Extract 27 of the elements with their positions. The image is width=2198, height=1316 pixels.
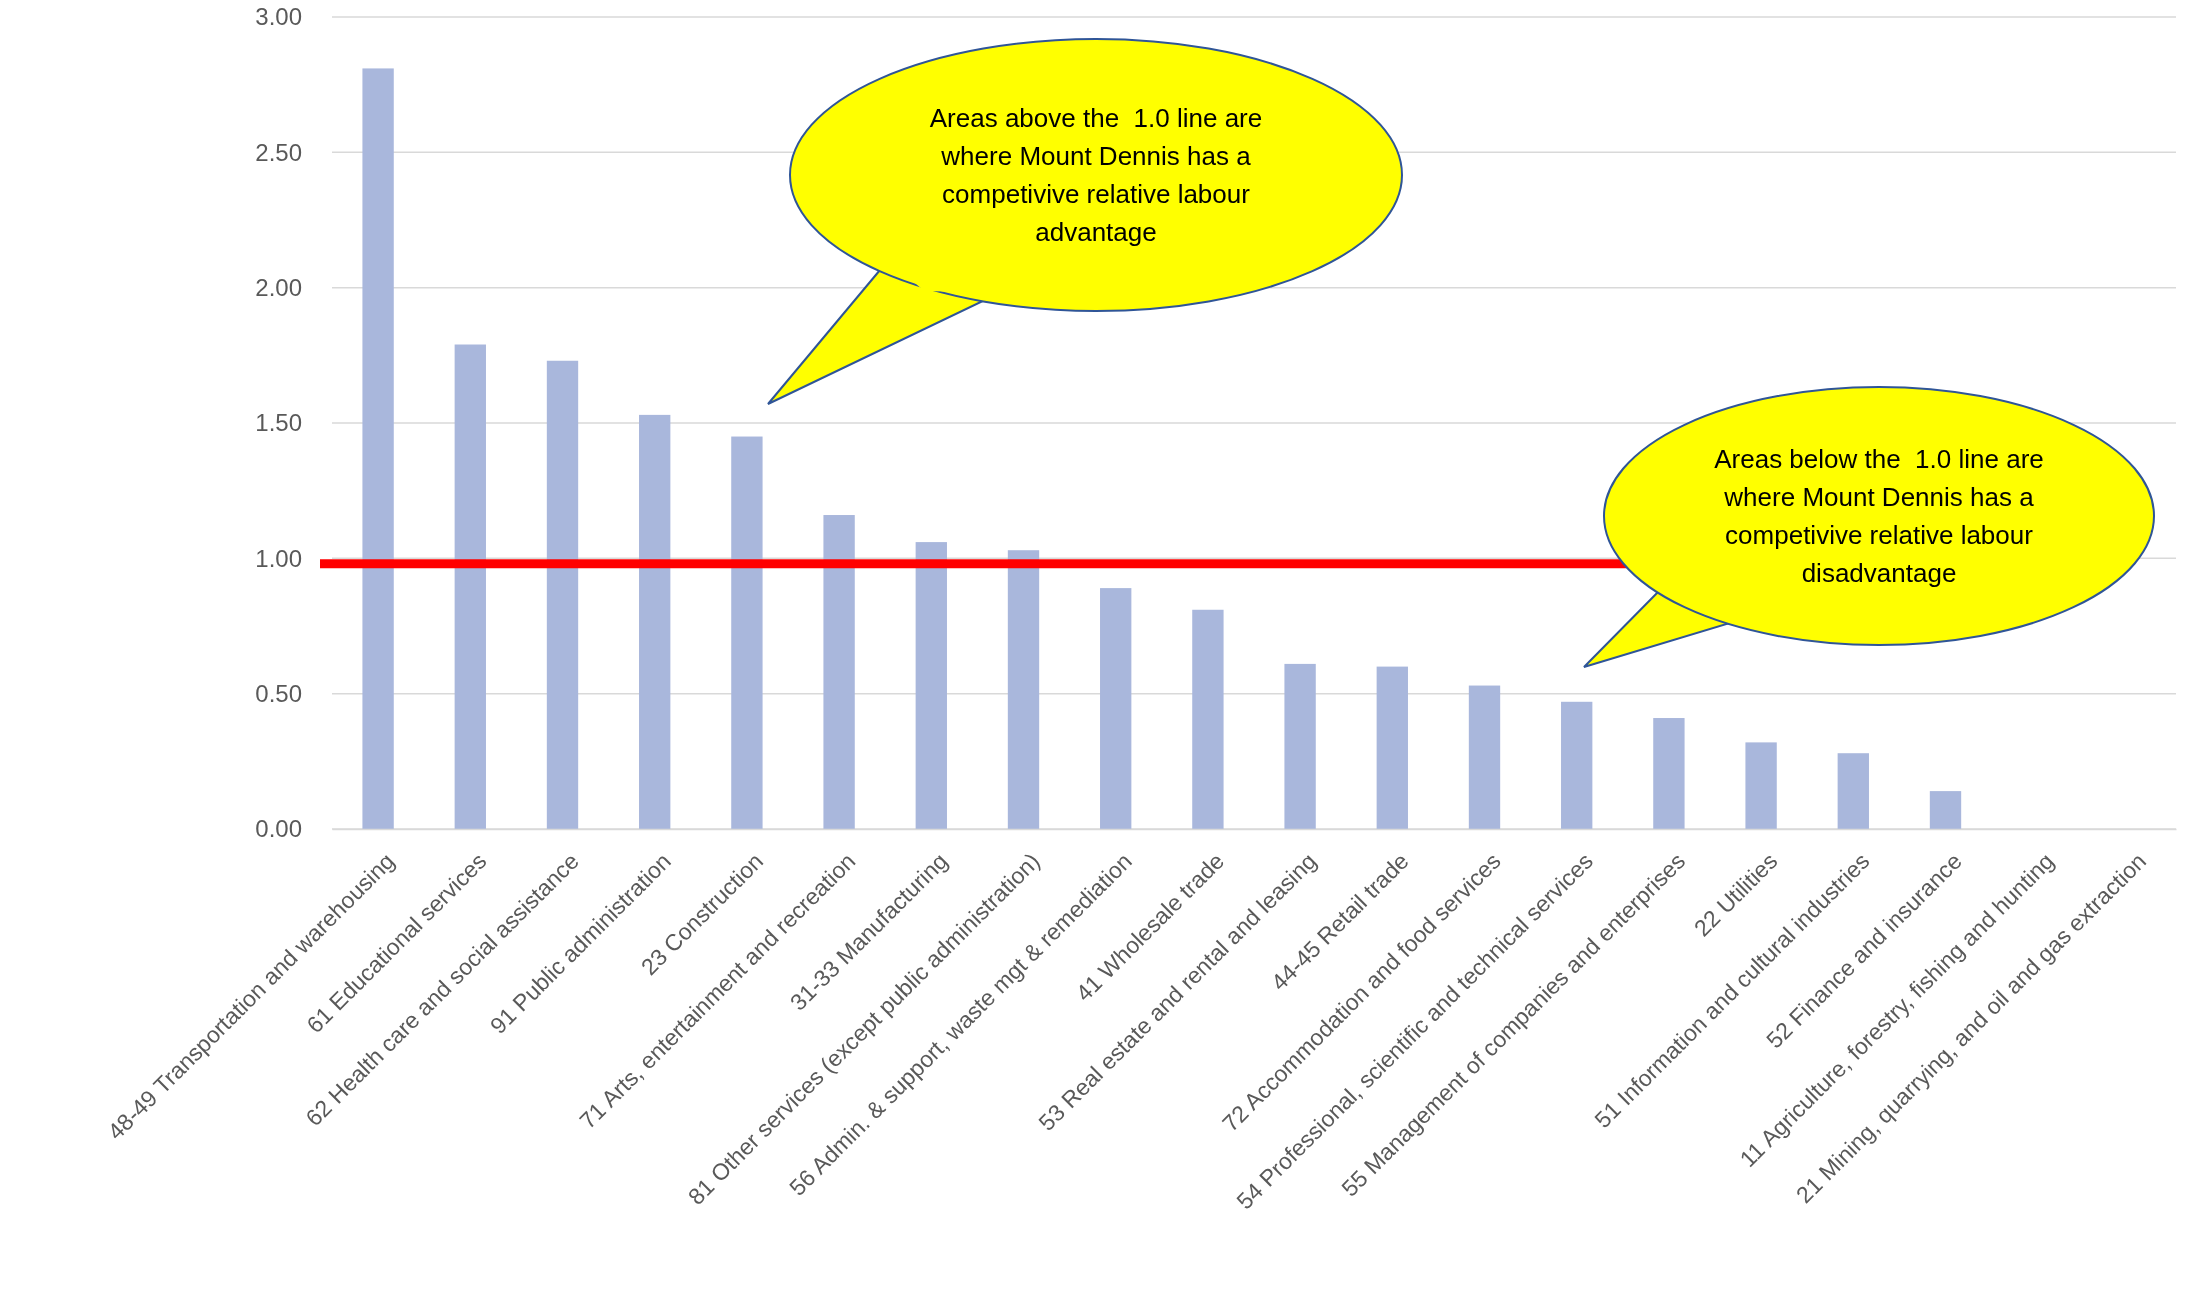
bar <box>731 436 763 829</box>
y-tick-label: 1.50 <box>255 409 302 437</box>
bar <box>1007 550 1040 829</box>
bar <box>1929 791 1962 829</box>
annotation: Areas above the 1.0 line are where Mount Dennis has a competivive relative labour advantage <box>929 103 1263 247</box>
bar <box>1561 701 1593 829</box>
bar <box>1100 588 1132 829</box>
bar <box>546 360 579 829</box>
bar <box>639 414 671 829</box>
bar <box>1376 666 1408 829</box>
y-tick-label: 3.00 <box>255 3 302 31</box>
y-tick-label: 1.00 <box>255 544 302 572</box>
y-tick-label: 0.50 <box>255 679 302 707</box>
bar <box>823 515 855 829</box>
annotation: Areas below the 1.0 line are where Mount Dennis has a competivive relative labour disadvantage <box>1714 444 2044 588</box>
y-tick-label: 0.00 <box>255 815 302 843</box>
y-tick-label: 2.00 <box>255 273 302 301</box>
bar <box>915 542 947 829</box>
bar <box>362 68 394 829</box>
bar <box>1468 685 1501 829</box>
bar <box>1653 718 1685 829</box>
bar <box>1192 609 1224 829</box>
y-tick-label: 2.50 <box>255 138 302 166</box>
bar <box>1837 753 1869 829</box>
bar <box>1745 742 1777 829</box>
bar <box>454 344 486 829</box>
bar <box>1284 663 1316 829</box>
